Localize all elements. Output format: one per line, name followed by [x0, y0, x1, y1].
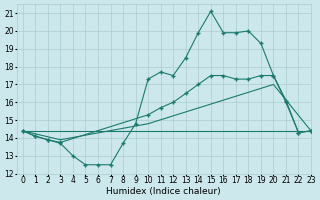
X-axis label: Humidex (Indice chaleur): Humidex (Indice chaleur) — [107, 187, 221, 196]
